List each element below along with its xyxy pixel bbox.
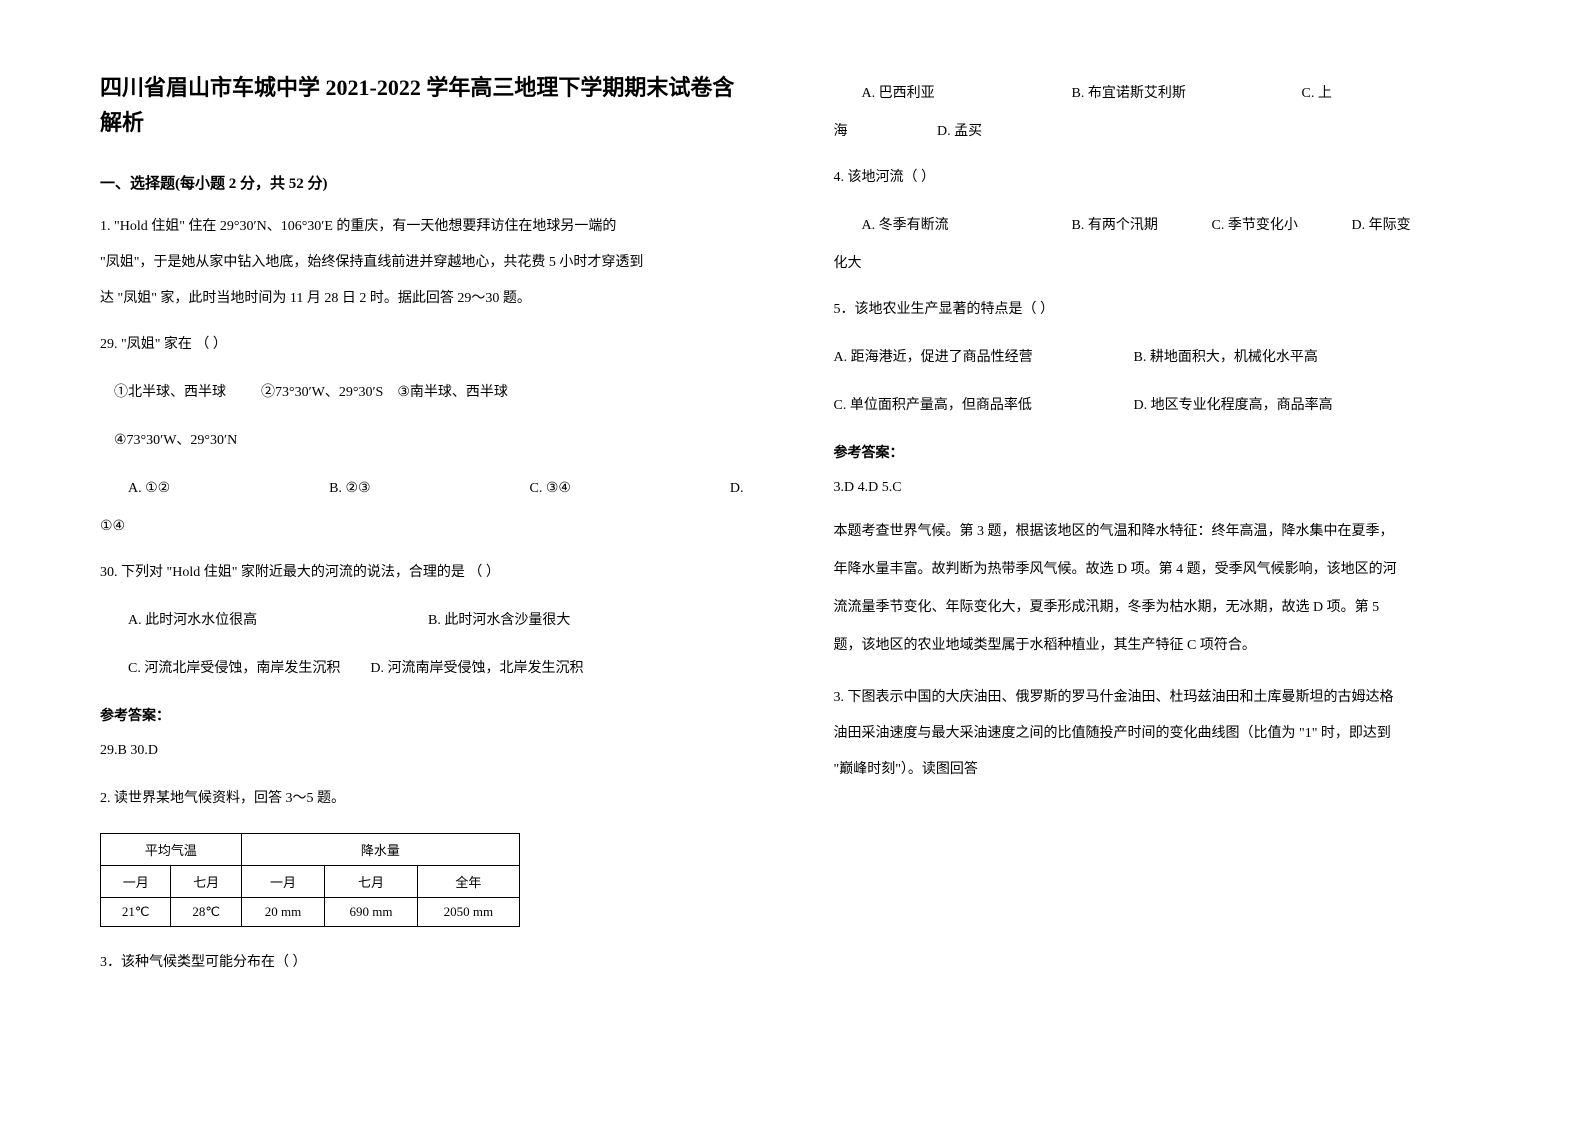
q3-opt-c: C. 上: [1302, 80, 1332, 108]
q4-stem: 4. 该地河流（ ）: [834, 164, 1488, 192]
table-row: 一月 七月 一月 七月 全年: [101, 866, 520, 898]
q5-opts-row1: A. 距海港近，促进了商品性经营 B. 耕地面积大，机械化水平高: [834, 344, 1488, 372]
exam-title: 四川省眉山市车城中学 2021-2022 学年高三地理下学期期末试卷含解析: [100, 70, 754, 140]
table-temp-jan: 21℃: [101, 898, 171, 927]
q3-opts-row1: A. 巴西利亚 B. 布宜诺斯艾利斯 C. 上: [834, 80, 1488, 108]
q5-opt-c: C. 单位面积产量高，但商品率低: [834, 392, 1134, 420]
q4-opt-b: B. 有两个汛期: [1072, 212, 1212, 240]
q5-opts-row2: C. 单位面积产量高，但商品率低 D. 地区专业化程度高，商品率高: [834, 392, 1488, 420]
q5-opt-b: B. 耕地面积大，机械化水平高: [1134, 344, 1318, 372]
climate-table: 平均气温 降水量 一月 七月 一月 七月 全年 21℃ 28℃ 20 mm 69…: [100, 833, 520, 927]
q5-opt-a: A. 距海港近，促进了商品性经营: [834, 344, 1134, 372]
answer-label-1: 参考答案：: [100, 705, 754, 725]
right-column: A. 巴西利亚 B. 布宜诺斯艾利斯 C. 上 海 D. 孟买 4. 该地河流（…: [834, 70, 1488, 1052]
explain-line2: 年降水量丰富。故判断为热带季风气候。故选 D 项。第 4 题，受季风气候影响，该…: [834, 556, 1488, 584]
q1-intro-line1: 1. "Hold 住姐" 住在 29°30′N、106°30′E 的重庆，有一天…: [100, 213, 754, 241]
table-header-precip: 降水量: [241, 834, 519, 866]
table-col-jan-temp: 一月: [101, 866, 171, 898]
q2-intro: 2. 读世界某地气候资料，回答 3～5 题。: [100, 785, 754, 813]
q29-stem: 29. "凤姐" 家在 （ ）: [100, 331, 754, 359]
q29-choice-d: D.: [730, 475, 744, 503]
q30-opt-a: A. 此时河水水位很高: [128, 607, 428, 635]
q29-choice-b: B. ②③: [329, 475, 370, 503]
table-col-jul-temp: 七月: [171, 866, 241, 898]
q4-opt-c: C. 季节变化小: [1212, 212, 1352, 240]
answer-1: 29.B 30.D: [100, 737, 754, 765]
table-row: 平均气温 降水量: [101, 834, 520, 866]
q3b-line3: "巅峰时刻"）。读图回答: [834, 756, 1488, 784]
table-row: 21℃ 28℃ 20 mm 690 mm 2050 mm: [101, 898, 520, 927]
q1-intro-line2: "凤姐"，于是她从家中钻入地底，始终保持直线前进并穿越地心，共花费 5 小时才穿…: [100, 249, 754, 277]
q3-opt-d: D. 孟买: [937, 124, 982, 139]
q29-opts-line1: ①北半球、西半球 ②73°30′W、29°30′S ③南半球、西半球: [100, 379, 754, 407]
table-precip-jul: 690 mm: [325, 898, 418, 927]
q3b-line1: 3. 下图表示中国的大庆油田、俄罗斯的罗马什金油田、杜玛兹油田和土库曼斯坦的古姆…: [834, 684, 1488, 712]
q29-choice-a: A. ①②: [128, 475, 170, 503]
table-header-temp: 平均气温: [101, 834, 242, 866]
explain-line1: 本题考查世界气候。第 3 题，根据该地区的气温和降水特征：终年高温，降水集中在夏…: [834, 518, 1488, 546]
answer-2: 3.D 4.D 5.C: [834, 474, 1488, 502]
explain-line4: 题，该地区的农业地域类型属于水稻种植业，其生产特征 C 项符合。: [834, 632, 1488, 660]
answer-label-2: 参考答案：: [834, 442, 1488, 462]
table-precip-year: 2050 mm: [417, 898, 519, 927]
q4-opt-a: A. 冬季有断流: [862, 212, 1072, 240]
q3b-line2: 油田采油速度与最大采油速度之间的比值随投产时间的变化曲线图（比值为 "1" 时，…: [834, 720, 1488, 748]
q3-opt-a: A. 巴西利亚: [862, 80, 1072, 108]
q3-opts-row2: 海 D. 孟买: [834, 118, 1488, 146]
left-column: 四川省眉山市车城中学 2021-2022 学年高三地理下学期期末试卷含解析 一、…: [100, 70, 754, 1052]
q30-opt-b: B. 此时河水含沙量很大: [428, 607, 570, 635]
q3-stem: 3．该种气候类型可能分布在（ ）: [100, 949, 754, 977]
q29-choices-row: A. ①② B. ②③ C. ③④ D.: [100, 475, 754, 503]
q5-opt-d: D. 地区专业化程度高，商品率高: [1134, 392, 1333, 420]
q30-stem: 30. 下列对 "Hold 住姐" 家附近最大的河流的说法，合理的是 （ ）: [100, 559, 754, 587]
table-col-year: 全年: [417, 866, 519, 898]
q29-opts-line2: ④73°30′W、29°30′N: [100, 427, 754, 455]
q3-opt-b: B. 布宜诺斯艾利斯: [1072, 80, 1302, 108]
q5-stem: 5．该地农业生产显著的特点是（ ）: [834, 296, 1488, 324]
q30-row1: A. 此时河水水位很高 B. 此时河水含沙量很大: [100, 607, 754, 635]
q4-line2: 化大: [834, 250, 1488, 278]
section-heading: 一、选择题(每小题 2 分，共 52 分): [100, 172, 754, 193]
q29-choice-d-cont: ①④: [100, 513, 754, 541]
explain-line3: 流流量季节变化、年际变化大，夏季形成汛期，冬季为枯水期，无冰期，故选 D 项。第…: [834, 594, 1488, 622]
q30-opt-c: C. 河流北岸受侵蚀，南岸发生沉积: [128, 655, 340, 683]
table-temp-jul: 28℃: [171, 898, 241, 927]
q4-opts-row1: A. 冬季有断流 B. 有两个汛期 C. 季节变化小 D. 年际变: [834, 212, 1488, 240]
q29-choice-c: C. ③④: [529, 475, 570, 503]
q30-opt-d: D. 河流南岸受侵蚀，北岸发生沉积: [370, 655, 583, 683]
table-precip-jan: 20 mm: [241, 898, 324, 927]
table-col-jul-precip: 七月: [325, 866, 418, 898]
table-col-jan-precip: 一月: [241, 866, 324, 898]
q30-row2: C. 河流北岸受侵蚀，南岸发生沉积 D. 河流南岸受侵蚀，北岸发生沉积: [100, 655, 754, 683]
q4-opt-d: D. 年际变: [1352, 212, 1411, 240]
q3-line2-pre: 海: [834, 118, 934, 146]
q1-intro-line3: 达 "凤姐" 家，此时当地时间为 11 月 28 日 2 时。据此回答 29～3…: [100, 285, 754, 313]
